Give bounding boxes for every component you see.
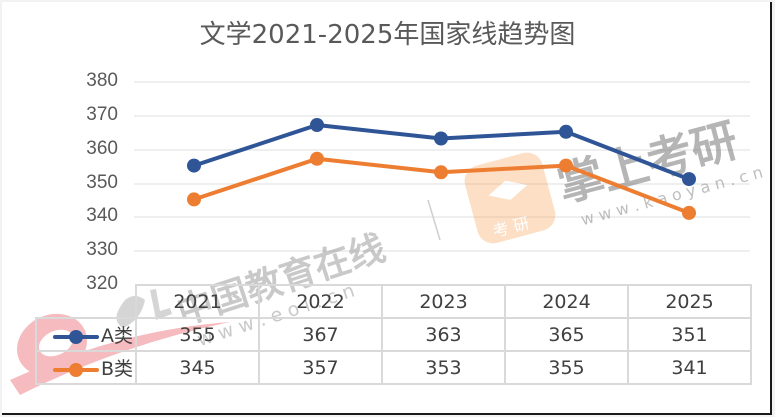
year-header: 2023 [381,284,506,319]
gridline [134,183,750,185]
table-header-row: 2021 2022 2023 2024 2025 [36,284,752,319]
data-point-marker [682,172,696,187]
year-header: 2022 [258,284,383,319]
table-cell: 363 [381,317,506,352]
table-row-a: A类 355 367 363 365 351 [35,317,752,352]
data-table: 2021 2022 2023 2024 2025 A类 355 367 363 … [35,284,752,385]
y-tick-label: 340 [86,205,118,226]
gridline [134,115,750,117]
legend-line-marker-icon [52,362,99,378]
data-point-marker [559,158,573,173]
y-tick-label: 360 [86,138,118,159]
gridline [134,216,750,218]
year-header: 2024 [504,284,629,319]
table-cell: 341 [627,350,752,385]
table-cell: 357 [258,350,383,385]
gridline [134,81,750,83]
year-header: 2021 [135,284,260,319]
table-corner [36,285,137,319]
data-point-marker [187,192,201,207]
legend-label: B类 [100,358,133,380]
table-cell: 367 [258,317,383,352]
data-point-marker [682,205,696,220]
year-header: 2025 [627,284,752,319]
table-cell: 355 [135,317,260,352]
table-cell: 353 [381,350,506,385]
gridline [134,149,750,151]
data-point-marker [187,158,201,173]
legend-a: A类 [35,317,137,352]
y-tick-label: 330 [86,239,118,260]
table-cell: 355 [504,350,629,385]
y-tick-label: 370 [86,104,118,125]
legend-label: A类 [101,325,133,347]
table-cell: 351 [627,317,752,352]
data-point-marker [310,118,324,132]
data-point-marker [559,124,573,139]
y-tick-label: 380 [86,70,118,91]
data-point-marker [434,165,448,180]
chart-title: 文学2021-2025年国家线趋势图 [199,20,576,50]
legend-b: B类 [35,350,137,385]
legend-line-marker-icon [53,329,99,345]
table-row-b: B类 345 357 353 355 341 [35,350,752,385]
y-tick-label: 350 [86,172,118,193]
table-cell: 365 [504,317,629,352]
gridline [134,250,750,252]
data-point-marker [310,151,324,166]
table-cell: 345 [135,350,260,385]
data-point-marker [434,131,448,146]
